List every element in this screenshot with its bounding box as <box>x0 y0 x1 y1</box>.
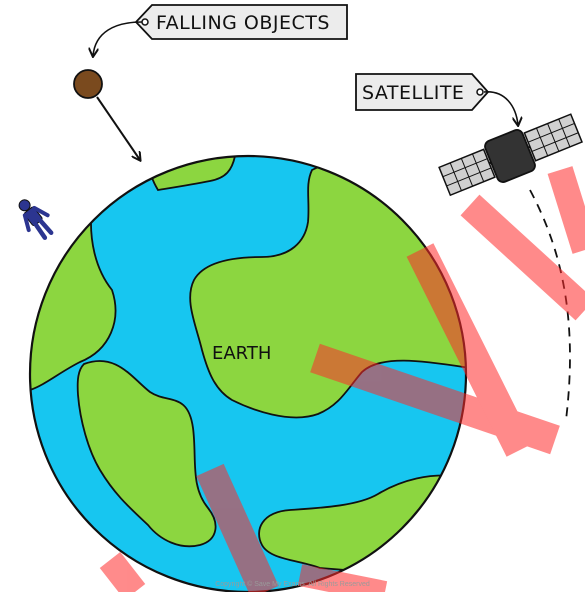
falling-objects-tag-shape <box>134 4 348 40</box>
satellite-icon <box>438 113 583 197</box>
solar-panel-right <box>523 113 583 162</box>
watermark-stroke-e <box>196 463 279 592</box>
satellite-label: SATELLITE <box>362 82 464 104</box>
satellite-tag-shape <box>355 73 490 111</box>
earth: EARTH <box>28 154 468 592</box>
satellite-body <box>484 129 536 183</box>
watermark-stroke-c <box>460 194 585 321</box>
falling-objects-label: FALLING OBJECTS <box>156 12 330 34</box>
earth-label: EARTH <box>212 343 271 364</box>
solar-panel-left <box>438 148 496 197</box>
falling-objects-tag-string <box>93 21 143 56</box>
falling-direction-arrow <box>96 96 140 160</box>
watermark-stroke-b <box>406 243 534 457</box>
satellite-tag-string <box>483 91 518 125</box>
falling-objects-tag-hole <box>141 18 149 26</box>
watermark-stroke-d <box>547 166 585 254</box>
satellite-tag-hole <box>476 88 484 96</box>
land-southwest <box>76 360 217 548</box>
satellite-tag: SATELLITE <box>355 73 518 125</box>
ball-icon <box>73 69 103 99</box>
copyright-notice: Copyright © Save My Exams. All Rights Re… <box>215 581 370 588</box>
person-icon <box>18 199 54 240</box>
satellite-orbit-path <box>529 189 571 421</box>
falling-objects-tag: FALLING OBJECTS <box>93 4 348 56</box>
watermark-stroke-g <box>297 564 388 592</box>
land-continent <box>189 162 466 419</box>
watermark-stroke-f <box>99 551 146 592</box>
falling-object <box>73 69 140 160</box>
watermark-logo <box>99 166 585 592</box>
